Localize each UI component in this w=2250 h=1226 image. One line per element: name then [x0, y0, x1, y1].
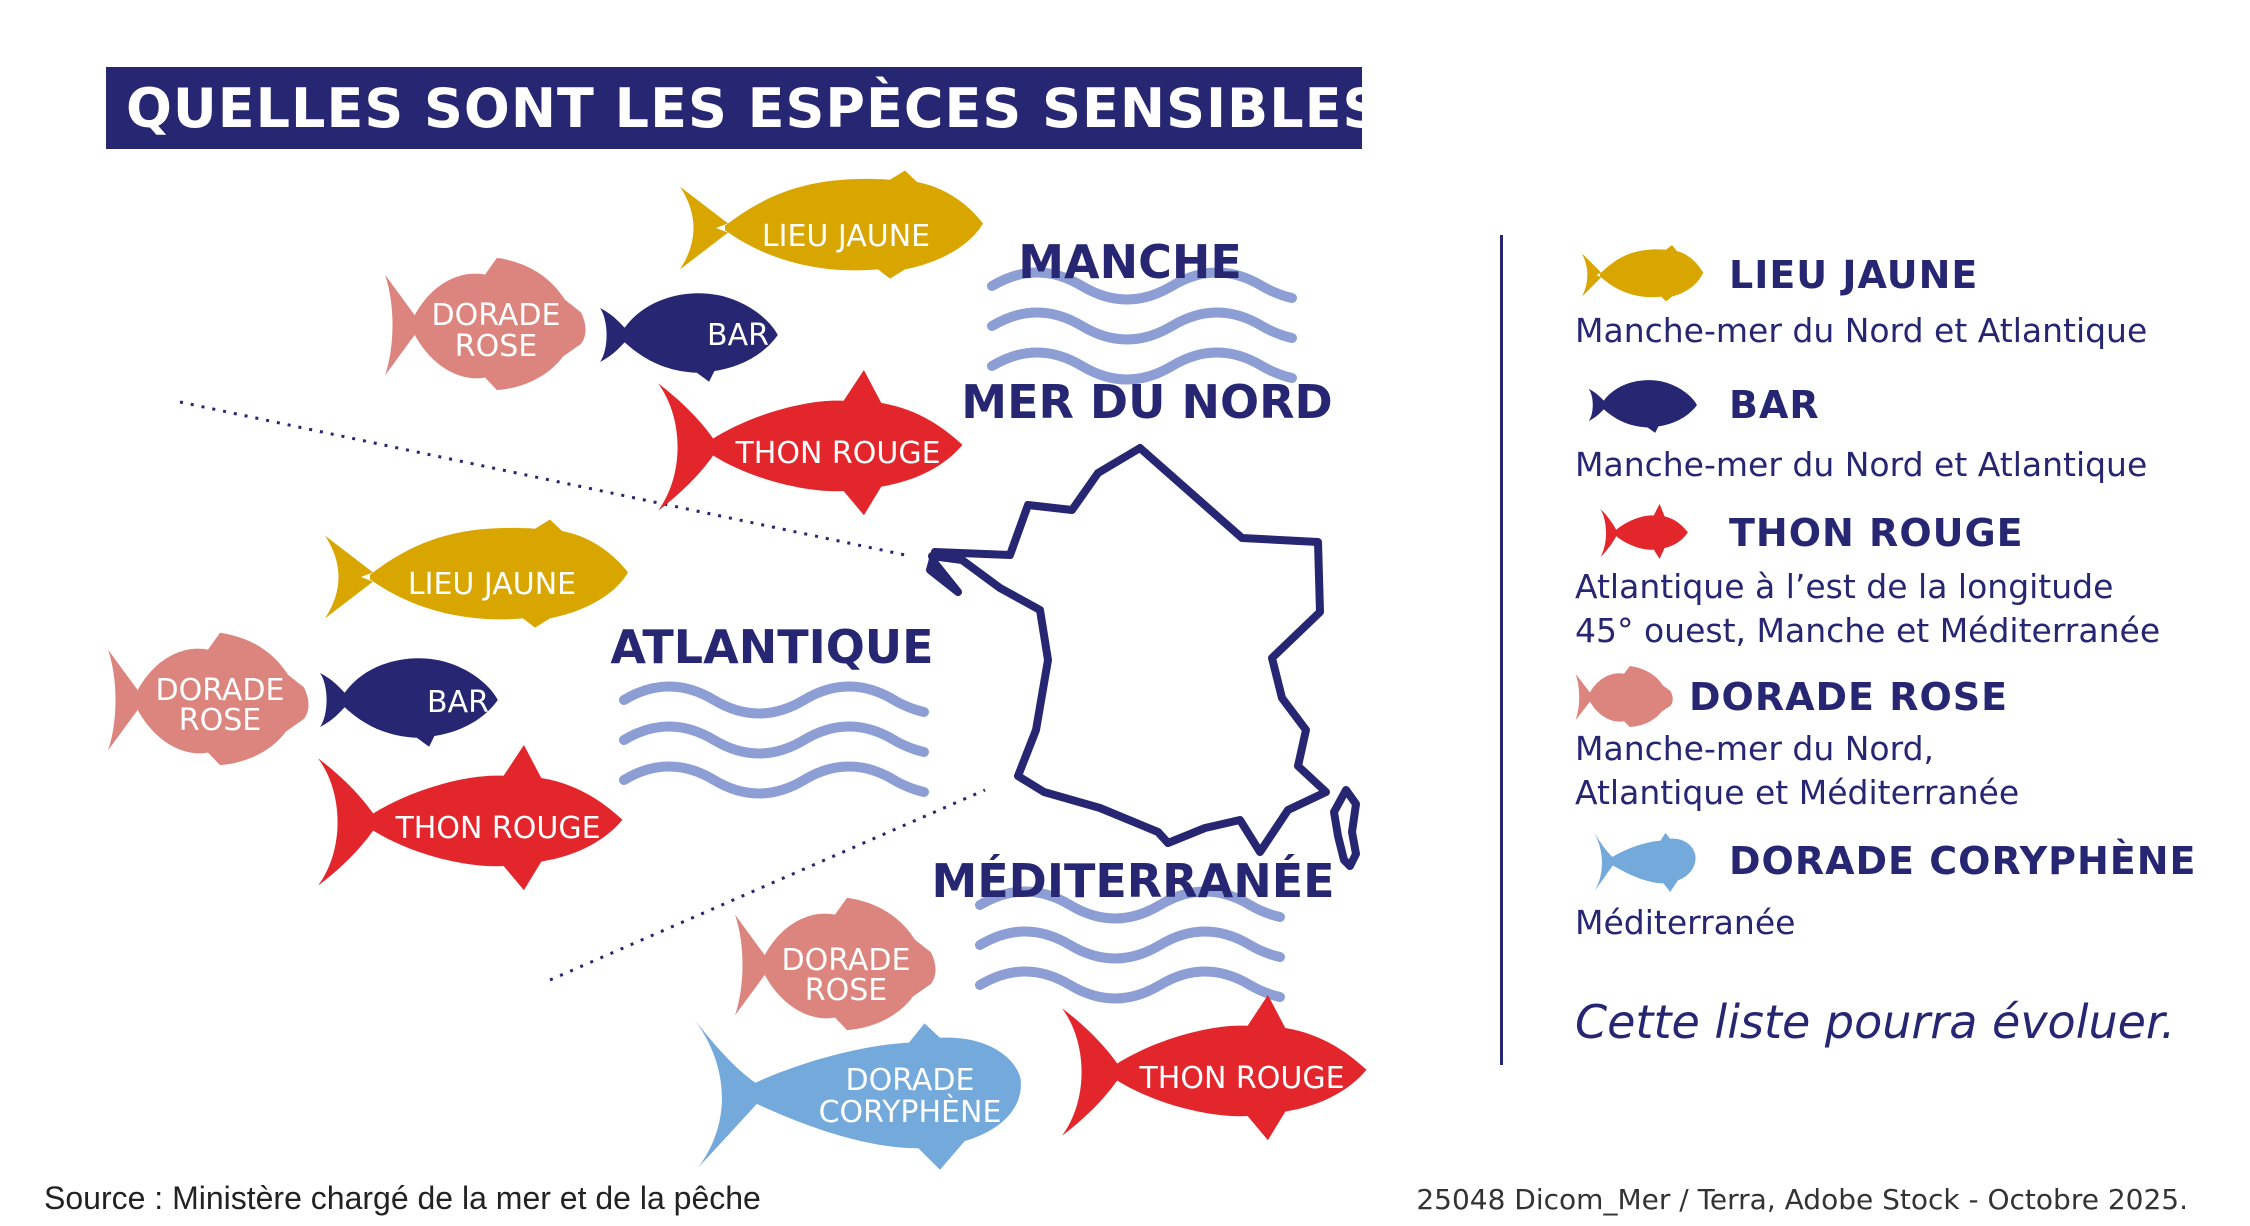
svg-text:DORADE: DORADE [432, 298, 561, 333]
waves-atlantique [624, 687, 924, 794]
legend-item-dorade-coryphene: DORADE CORYPHÈNE [1575, 829, 2197, 893]
dorade-rose-fish-icon [1575, 665, 1673, 728]
legend-desc-thon-rouge: Atlantique à l’est de la longitude 45° o… [1575, 567, 2161, 650]
fish-lieu-jaune-manche: LIEU JAUNE [680, 170, 983, 279]
legend-desc-lieu-jaune: Manche-mer du Nord et Atlantique [1575, 311, 2148, 350]
fish-dorade-rose-mediterranee: DORADE ROSE [735, 897, 936, 1031]
legend-desc-dorade-coryphene: Méditerranée [1575, 903, 1796, 942]
svg-text:CORYPHÈNE: CORYPHÈNE [819, 1094, 1002, 1130]
bar-fish-icon [1588, 380, 1697, 433]
svg-text:THON ROUGE: THON ROUGE [734, 436, 940, 471]
sea-label-mer-du-nord: MER DU NORD [961, 375, 1332, 429]
page-title: QUELLES SONT LES ESPÈCES SENSIBLES ? [126, 76, 1435, 140]
dorade-coryphene-fish-icon [1592, 829, 1696, 893]
separator-line-south [549, 788, 986, 982]
fish-bar-manche: BAR [600, 293, 778, 382]
fish-thon-rouge-mediterranee: THON ROUGE [1062, 995, 1367, 1141]
legend-item-dorade-rose: DORADE ROSE [1575, 665, 2008, 729]
fish-thon-rouge-manche: THON ROUGE [658, 370, 963, 516]
legend-item-thon-rouge: THON ROUGE [1575, 503, 2024, 563]
fish-dorade-coryphene-mediterranee: DORADE CORYPHÈNE [692, 1016, 1021, 1170]
corsica-outline [1330, 786, 1360, 870]
svg-text:LIEU JAUNE: LIEU JAUNE [762, 219, 930, 254]
svg-text:THON ROUGE: THON ROUGE [1138, 1061, 1344, 1096]
title-banner: QUELLES SONT LES ESPÈCES SENSIBLES ? [106, 67, 1434, 149]
svg-text:BAR: BAR [707, 318, 769, 353]
svg-text:DORADE: DORADE [782, 943, 911, 978]
legend-desc-bar: Manche-mer du Nord et Atlantique [1575, 445, 2148, 484]
svg-text:ROSE: ROSE [455, 329, 537, 364]
source-text: Source : Ministère chargé de la mer et d… [44, 1180, 761, 1216]
svg-text:ROSE: ROSE [179, 703, 261, 738]
sea-label-manche: MANCHE [1018, 235, 1242, 289]
credit-text: 25048 Dicom_Mer / Terra, Adobe Stock - O… [1416, 1183, 2188, 1216]
svg-text:BAR: BAR [427, 685, 489, 720]
svg-text:DORADE: DORADE [156, 673, 285, 708]
sea-label-mediterranee: MÉDITERRANÉE [931, 854, 1334, 908]
legend-panel: LIEU JAUNE Manche-mer du Nord et Atlanti… [1500, 235, 2223, 1065]
fish-thon-rouge-atlantique: THON ROUGE [318, 745, 623, 891]
svg-text:DORADE: DORADE [846, 1063, 975, 1098]
sea-label-atlantique: ATLANTIQUE [610, 620, 933, 674]
fish-lieu-jaune-atlantique: LIEU JAUNE [325, 519, 628, 628]
legend-item-bar: BAR [1575, 375, 1820, 435]
fish-dorade-rose-manche: DORADE ROSE [385, 257, 586, 391]
svg-text:ROSE: ROSE [805, 973, 887, 1008]
svg-text:LIEU JAUNE: LIEU JAUNE [408, 567, 576, 602]
lieu-jaune-fish-icon [1582, 245, 1704, 302]
thon-rouge-fish-icon [1600, 503, 1688, 559]
svg-text:THON ROUGE: THON ROUGE [394, 811, 600, 846]
legend-desc-dorade-rose: Manche-mer du Nord, Atlantique et Médite… [1575, 729, 2020, 812]
fish-bar-atlantique: BAR [320, 658, 498, 747]
legend-note: Cette liste pourra évoluer. [1575, 995, 2176, 1049]
legend-item-lieu-jaune: LIEU JAUNE [1575, 245, 1978, 305]
fish-dorade-rose-atlantique: DORADE ROSE [108, 632, 309, 766]
france-map-outline [926, 444, 1330, 856]
